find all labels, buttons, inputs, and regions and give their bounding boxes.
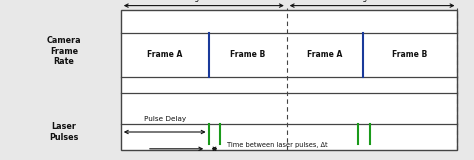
- Text: Image Pair 1: Image Pair 1: [180, 0, 228, 2]
- Text: Frame B: Frame B: [392, 50, 428, 60]
- Text: Pulse Delay: Pulse Delay: [144, 116, 186, 122]
- Text: Frame B: Frame B: [230, 50, 265, 60]
- Text: Frame A: Frame A: [307, 50, 342, 60]
- Text: Image Pair 2: Image Pair 2: [348, 0, 396, 2]
- Text: Frame A: Frame A: [147, 50, 182, 60]
- Text: Time between laser pulses, Δt: Time between laser pulses, Δt: [227, 142, 327, 148]
- FancyBboxPatch shape: [121, 10, 457, 150]
- Text: Camera
Frame
Rate: Camera Frame Rate: [46, 36, 82, 66]
- Text: Laser
Pulses: Laser Pulses: [49, 122, 79, 142]
